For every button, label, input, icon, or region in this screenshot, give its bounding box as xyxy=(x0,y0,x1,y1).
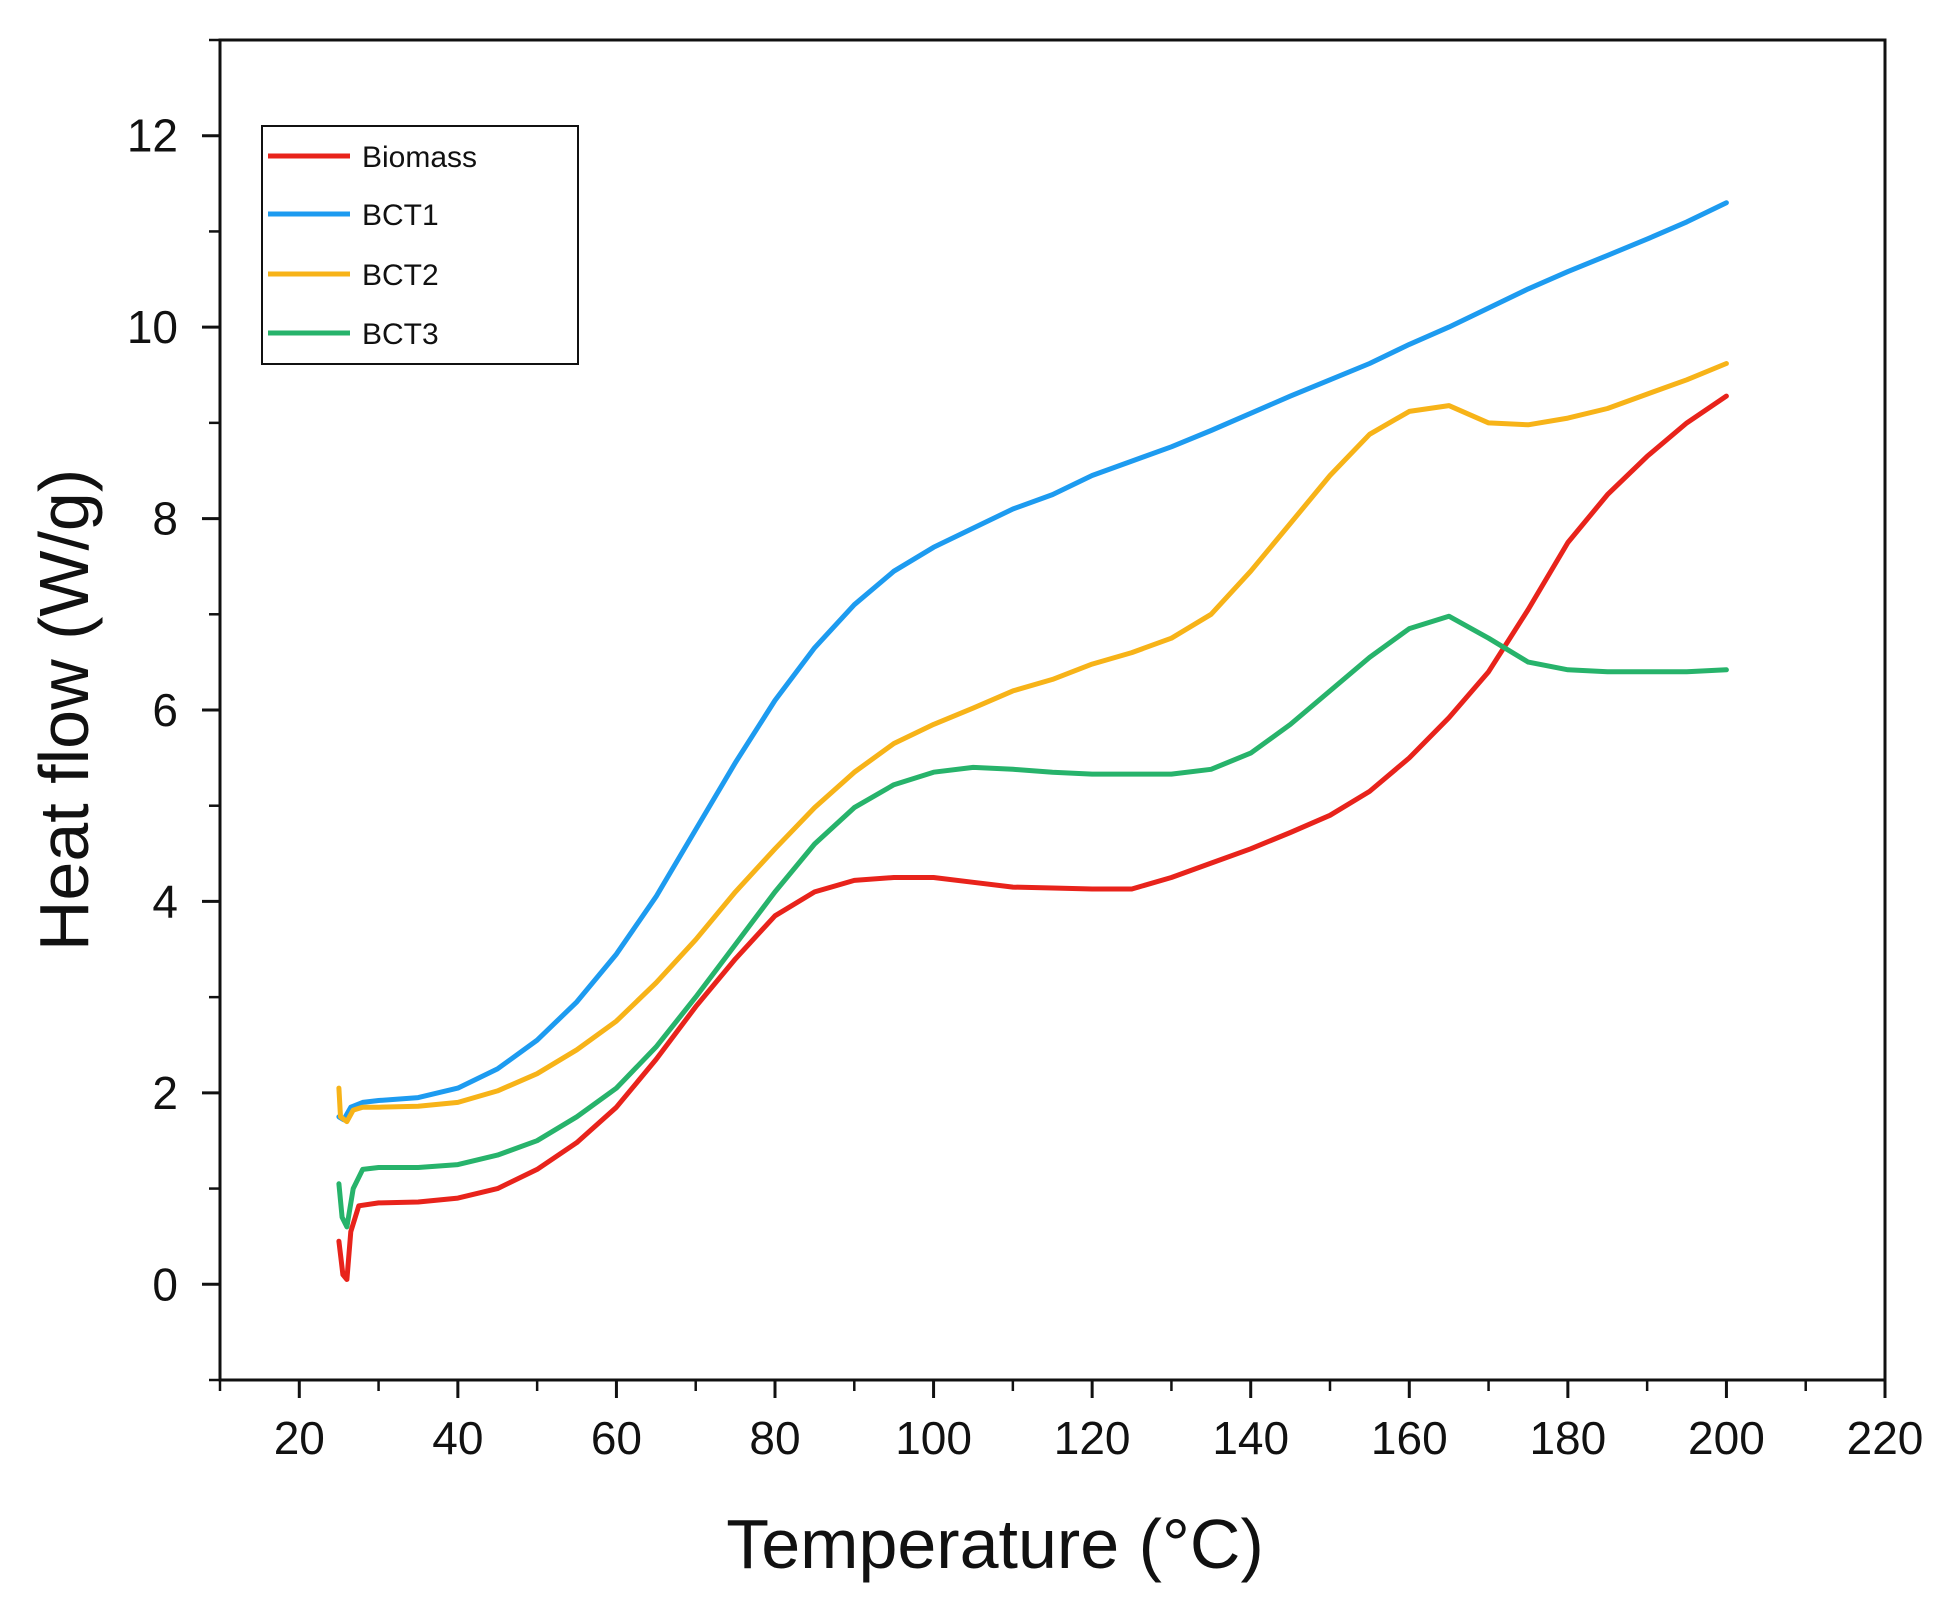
x-axis-title: Temperature (°C) xyxy=(726,1505,1264,1583)
x-tick-label: 200 xyxy=(1688,1412,1765,1464)
legend: Biomass BCT1 BCT2 BCT3 xyxy=(261,125,579,365)
y-axis-ticks: 0 2 4 6 8 10 12 xyxy=(127,38,220,1382)
x-tick-label: 180 xyxy=(1529,1412,1606,1464)
y-tick-label: 2 xyxy=(152,1067,178,1119)
series-line-bct1 xyxy=(336,200,1729,1123)
x-tick-label: 20 xyxy=(274,1412,325,1464)
y-tick-label: 8 xyxy=(152,493,178,545)
x-tick-label: 220 xyxy=(1847,1412,1924,1464)
x-tick-label: 160 xyxy=(1371,1412,1448,1464)
y-tick-label: 4 xyxy=(152,875,178,927)
y-tick-label: 0 xyxy=(152,1258,178,1310)
y-tick-label: 6 xyxy=(152,684,178,736)
x-tick-label: 140 xyxy=(1212,1412,1289,1464)
legend-label-bct2: BCT2 xyxy=(362,259,439,292)
y-axis-title: Heat flow (W/g) xyxy=(25,469,103,951)
x-tick-label: 60 xyxy=(591,1412,642,1464)
legend-label-biomass: Biomass xyxy=(362,141,477,174)
series-line-biomass xyxy=(336,393,1729,1282)
series-line-bct3 xyxy=(336,613,1729,1230)
y-tick-label: 12 xyxy=(127,110,178,162)
x-axis-ticks: 20 40 60 80 100 120 140 160 180 200 220 xyxy=(218,1380,1924,1464)
series-layer xyxy=(336,200,1729,1282)
y-tick-label: 10 xyxy=(127,301,178,353)
series-line-bct2 xyxy=(336,361,1729,1125)
legend-label-bct3: BCT3 xyxy=(362,318,439,351)
legend-box xyxy=(261,125,579,365)
legend-label-bct1: BCT1 xyxy=(362,199,439,232)
x-tick-label: 80 xyxy=(749,1412,800,1464)
x-tick-label: 40 xyxy=(432,1412,483,1464)
x-tick-label: 120 xyxy=(1054,1412,1131,1464)
x-tick-label: 100 xyxy=(895,1412,972,1464)
